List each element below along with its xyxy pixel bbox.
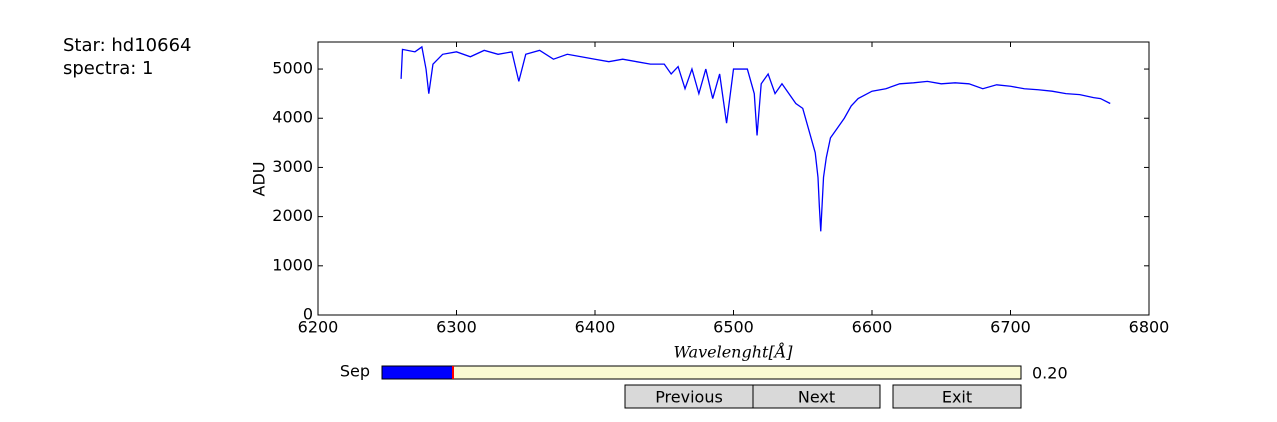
x-tick-label: 6700 xyxy=(990,318,1031,337)
x-axis-label: Wavelenght[Å] xyxy=(673,342,793,362)
slider-track[interactable] xyxy=(381,365,1022,380)
x-tick-label: 6400 xyxy=(575,318,616,337)
button[interactable] xyxy=(892,384,1022,409)
x-tick-label: 6300 xyxy=(436,318,477,337)
x-tick-label: 6500 xyxy=(713,318,754,337)
button-label[interactable]: Previous xyxy=(655,388,723,407)
plot-area xyxy=(317,41,1150,316)
button-label[interactable]: Next xyxy=(798,388,835,407)
button[interactable] xyxy=(752,384,881,409)
star-label: Star: hd10664 xyxy=(63,35,191,56)
y-tick-label: 3000 xyxy=(272,157,313,176)
x-tick-label: 6600 xyxy=(852,318,893,337)
y-tick-label: 5000 xyxy=(272,59,313,78)
button-label[interactable]: Exit xyxy=(942,388,972,407)
y-tick-label: 1000 xyxy=(272,255,313,274)
slider-fill[interactable] xyxy=(381,365,454,380)
x-tick-label: 6800 xyxy=(1129,318,1170,337)
y-axis-label: ADU xyxy=(250,162,269,197)
spectra-label: spectra: 1 xyxy=(63,58,154,79)
x-tick-label: 6200 xyxy=(298,318,339,337)
slider-label: Sep xyxy=(340,362,370,381)
y-tick-label: 2000 xyxy=(272,206,313,225)
y-tick-label: 0 xyxy=(303,305,313,324)
spectrum-line xyxy=(400,45,1111,232)
y-tick-label: 4000 xyxy=(272,108,313,127)
slider-value: 0.20 xyxy=(1032,364,1068,383)
